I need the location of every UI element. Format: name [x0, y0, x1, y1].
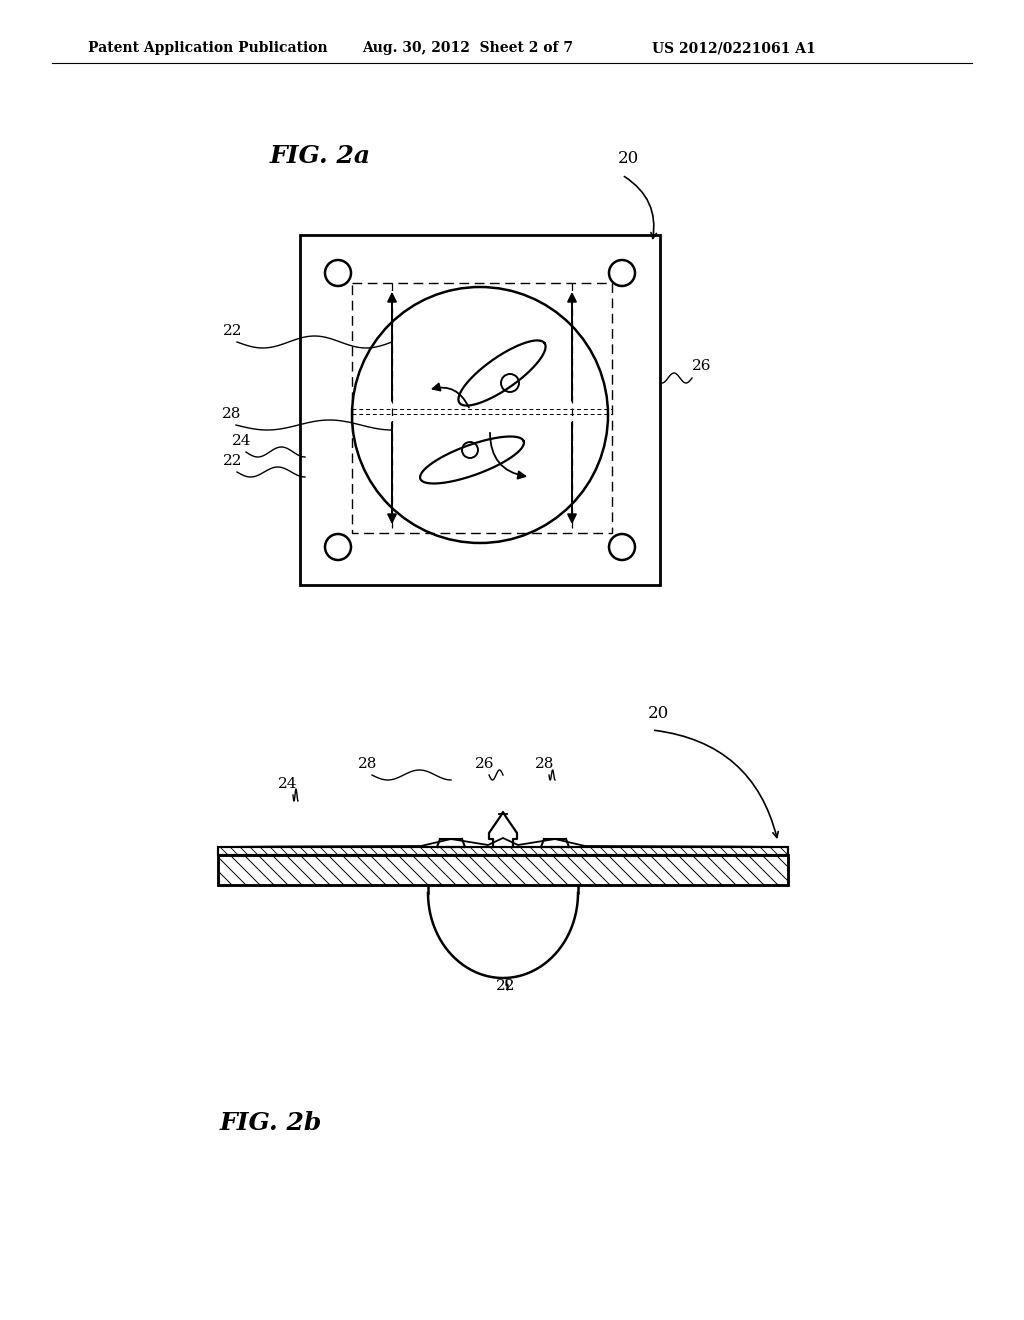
Text: 28: 28 [358, 756, 378, 771]
Bar [352, 282, 612, 533]
Bar [300, 235, 660, 585]
Circle shape [609, 260, 635, 286]
Text: US 2012/0221061 A1: US 2012/0221061 A1 [652, 41, 816, 55]
Text: 26: 26 [692, 359, 712, 374]
Text: 22: 22 [223, 454, 243, 469]
Circle shape [609, 535, 635, 560]
Bar [218, 855, 788, 884]
Text: 24: 24 [278, 777, 298, 791]
Circle shape [501, 374, 519, 392]
Text: 20: 20 [618, 150, 639, 168]
Text: 22: 22 [496, 979, 515, 993]
Text: 28: 28 [535, 756, 554, 771]
Text: Aug. 30, 2012  Sheet 2 of 7: Aug. 30, 2012 Sheet 2 of 7 [362, 41, 573, 55]
Circle shape [325, 535, 351, 560]
Text: 20: 20 [648, 705, 670, 722]
Text: FIG. 2b: FIG. 2b [220, 1111, 323, 1135]
Text: Patent Application Publication: Patent Application Publication [88, 41, 328, 55]
Text: FIG. 2a: FIG. 2a [270, 144, 371, 168]
Text: 28: 28 [222, 407, 242, 421]
Text: 22: 22 [223, 323, 243, 338]
Circle shape [325, 260, 351, 286]
Text: 24: 24 [232, 434, 252, 447]
Circle shape [462, 442, 478, 458]
Text: 26: 26 [475, 756, 495, 771]
Bar [218, 855, 788, 884]
Bar [218, 847, 788, 855]
Bar [218, 847, 788, 855]
